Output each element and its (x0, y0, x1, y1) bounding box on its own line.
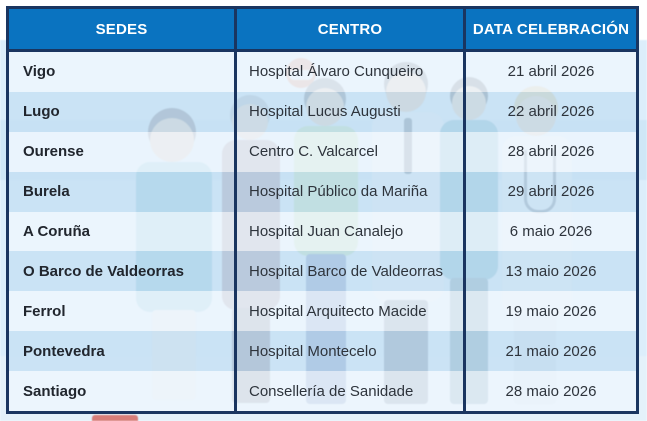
centro-cell: Hospital Juan Canalejo (234, 211, 463, 252)
data-cell: 21 abril 2026 (463, 52, 636, 92)
sede-cell: A Coruña (23, 223, 90, 240)
sede-cell: Pontevedra (23, 342, 105, 360)
centro-cell: Hospital Arquitecto Macide (234, 291, 463, 332)
table-row: Ourense Centro C. Valcarcel 28 abril 2026 (9, 131, 636, 172)
data-cell: 28 maio 2026 (463, 371, 636, 412)
data-cell: 6 maio 2026 (463, 211, 636, 252)
sede-cell: Burela (23, 183, 70, 201)
table-row: Santiago Consellería de Sanidade 28 maio 2… (9, 371, 636, 412)
table-row: Vigo Hospital Álvaro Cunqueiro 21 abril 20… (9, 52, 636, 92)
centro-cell: Hospital Público da Mariña (234, 171, 463, 212)
sede-cell: Ferrol (23, 302, 66, 320)
table-row: A Coruña Hospital Juan Canalejo 6 maio 202… (9, 211, 636, 252)
centro-cell: Hospital Barco de Valdeorras (234, 251, 463, 292)
data-cell: 13 maio 2026 (463, 251, 636, 292)
sede-cell: Ourense (23, 143, 84, 161)
centro-cell: Hospital Álvaro Cunqueiro (234, 52, 463, 92)
data-cell: 19 maio 2026 (463, 291, 636, 332)
data-cell: 22 abril 2026 (463, 91, 636, 132)
table-row: Burela Hospital Público da Mariña 29 abril… (9, 171, 636, 212)
table-row: O Barco de Valdeorras Hospital Barco de V… (9, 251, 636, 292)
table-row: Ferrol Hospital Arquitecto Macide 19 maio … (9, 291, 636, 332)
data-cell: 21 maio 2026 (463, 331, 636, 372)
sede-cell: Lugo (23, 103, 60, 121)
data-cell: 29 abril 2026 (463, 171, 636, 212)
table-row: Pontevedra Hospital Montecelo 21 maio 2026 (9, 331, 636, 372)
sede-cell: Santiago (23, 382, 87, 400)
column-header-sedes: SEDES (95, 20, 148, 38)
centro-cell: Centro C. Valcarcel (234, 131, 463, 172)
centro-cell: Hospital Montecelo (234, 331, 463, 372)
sede-cell: Vigo (23, 63, 56, 81)
column-header-data-celebracion: DATA CELEBRACIÓN (463, 9, 636, 49)
data-cell: 28 abril 2026 (463, 131, 636, 172)
background-red-detail (92, 415, 138, 421)
schedule-table: SEDES CENTRO DATA CELEBRACIÓN Vigo Hospit… (6, 6, 639, 414)
sede-cell: O Barco de Valdeorras (23, 262, 184, 280)
table-row: Lugo Hospital Lucus Augusti 22 abril 2026 (9, 91, 636, 132)
table-header-row: SEDES CENTRO DATA CELEBRACIÓN (9, 9, 636, 49)
column-header-centro: CENTRO (234, 9, 463, 49)
table-body: Vigo Hospital Álvaro Cunqueiro 21 abril 20… (9, 49, 636, 412)
centro-cell: Consellería de Sanidade (234, 371, 463, 412)
centro-cell: Hospital Lucus Augusti (234, 91, 463, 132)
